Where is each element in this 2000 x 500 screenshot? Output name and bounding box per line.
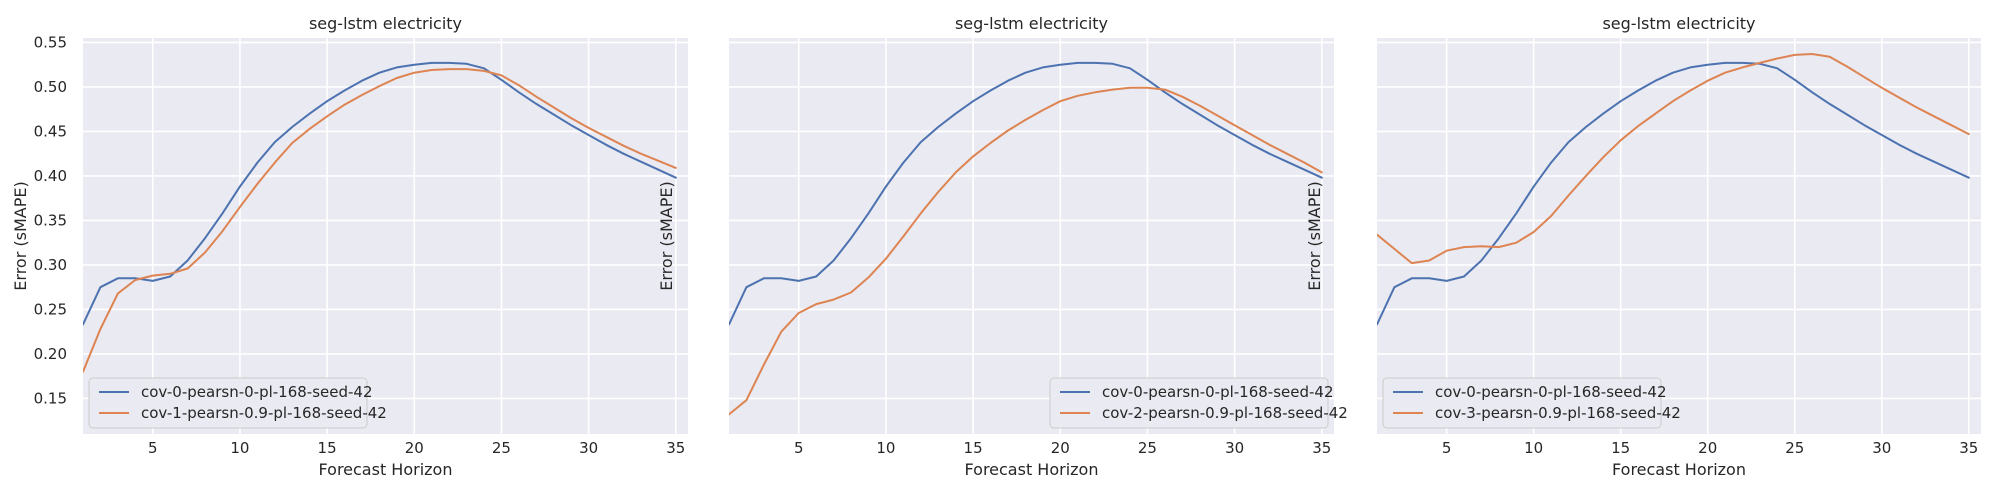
y-tick-label: 0.20 [34, 345, 67, 363]
legend-label: cov-1-pearsn-0.9-pl-168-seed-42 [141, 404, 387, 422]
legend-label: cov-3-pearsn-0.9-pl-168-seed-42 [1435, 404, 1681, 422]
chart-title: seg-lstm electricity [955, 14, 1108, 33]
x-tick-label: 25 [492, 439, 511, 457]
legend-label: cov-0-pearsn-0-pl-168-seed-42 [141, 383, 373, 401]
x-tick-label: 15 [318, 439, 337, 457]
y-tick-label: 0.15 [34, 389, 67, 407]
series-line-blue [729, 61, 1323, 326]
y-tick-label: 0.35 [34, 211, 67, 229]
chart-panel-3: 5 10 15 20 25 30 35 seg-lstm electricity Forecas… [1305, 14, 1981, 479]
y-tick-label: 0.45 [34, 122, 67, 140]
legend-box [1382, 377, 1662, 429]
legend: cov-0-pearsn-0-pl-168-seed-42 cov-2-pears… [1049, 377, 1348, 429]
plot-area [1377, 38, 1981, 434]
chart-panel-2: 5 10 15 20 25 30 35 seg-lstm electricity Forecas… [657, 14, 1348, 479]
x-tick-label: 20 [1698, 439, 1717, 457]
plot-area [83, 38, 688, 434]
series-line-orange [1377, 53, 1970, 265]
x-tick-label: 5 [148, 439, 158, 457]
x-tick-label: 15 [964, 439, 983, 457]
y-tick-label: 0.55 [34, 33, 67, 51]
x-axis-label: Forecast Horizon [319, 460, 453, 479]
x-tick-label: 25 [1138, 439, 1157, 457]
x-tick-label: 5 [1442, 439, 1452, 457]
legend-label: cov-2-pearsn-0.9-pl-168-seed-42 [1102, 404, 1348, 422]
x-tick-label: 35 [666, 439, 685, 457]
legend-label: cov-0-pearsn-0-pl-168-seed-42 [1435, 383, 1667, 401]
x-tick-label: 25 [1785, 439, 1804, 457]
x-tick-label: 5 [794, 439, 804, 457]
chart-panel-1: 5 10 15 20 25 30 35 0.15 0.20 0.25 0.30 0.35 0.40 0.4… [11, 14, 688, 479]
legend-label: cov-0-pearsn-0-pl-168-seed-42 [1102, 383, 1334, 401]
x-axis-label: Forecast Horizon [1612, 460, 1746, 479]
y-tick-label: 0.25 [34, 300, 67, 318]
x-tick-label: 10 [230, 439, 249, 457]
x-tick-label: 20 [1051, 439, 1070, 457]
x-axis-label: Forecast Horizon [965, 460, 1099, 479]
series-line-blue [83, 61, 677, 326]
x-tick-label: 15 [1611, 439, 1630, 457]
y-tick-label: 0.40 [34, 167, 67, 185]
plot-area [729, 38, 1334, 434]
legend-box [1049, 377, 1329, 429]
x-tick-label: 30 [1872, 439, 1891, 457]
x-tick-label: 10 [1524, 439, 1543, 457]
series-line-orange [83, 68, 677, 373]
x-tick-label: 30 [1225, 439, 1244, 457]
x-tick-label: 35 [1312, 439, 1331, 457]
series-line-blue [1377, 61, 1970, 326]
legend: cov-0-pearsn-0-pl-168-seed-42 cov-1-pears… [88, 377, 387, 429]
y-tick-label: 0.50 [34, 78, 67, 96]
y-axis-label: Error (sMAPE) [657, 181, 676, 290]
x-tick-label: 35 [1959, 439, 1978, 457]
chart-title: seg-lstm electricity [309, 14, 462, 33]
x-tick-label: 30 [579, 439, 598, 457]
series-line-orange [729, 86, 1323, 416]
legend: cov-0-pearsn-0-pl-168-seed-42 cov-3-pears… [1382, 377, 1681, 429]
chart-title: seg-lstm electricity [1602, 14, 1755, 33]
x-tick-label: 20 [405, 439, 424, 457]
x-tick-label: 10 [876, 439, 895, 457]
y-tick-label: 0.30 [34, 256, 67, 274]
y-axis-label: Error (sMAPE) [1305, 181, 1324, 290]
y-axis-label: Error (sMAPE) [11, 181, 30, 290]
legend-box [88, 377, 368, 429]
